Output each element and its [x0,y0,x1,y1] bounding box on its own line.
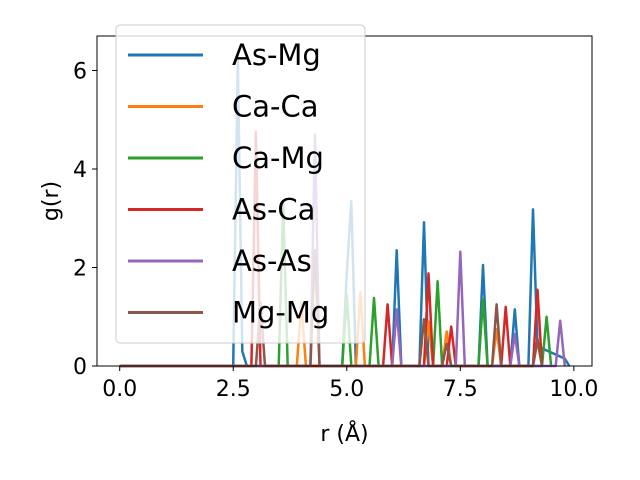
legend: As-Mg Ca-Ca Ca-Mg As-Ca As-As Mg-Mg [115,24,366,344]
y-ticks: 0 2 4 6 [73,59,97,380]
legend-label-2: Ca-Mg [232,141,324,175]
x-ticks: 0.0 2.5 5.0 7.5 10.0 [102,366,598,402]
x-tick-label: 2.5 [216,377,251,402]
legend-items: As-Mg Ca-Ca Ca-Mg As-Ca As-As Mg-Mg [128,38,329,330]
x-axis-label: r (Å) [320,420,368,447]
x-tick-label: 0.0 [102,377,137,402]
legend-label-1: Ca-Ca [232,90,319,124]
x-tick-label: 7.5 [443,377,478,402]
y-tick-label: 2 [73,256,87,281]
legend-box [115,24,366,344]
legend-label-5: Mg-Mg [232,296,329,330]
x-tick-label: 5.0 [329,377,364,402]
y-axis-label: g(r) [39,181,64,221]
x-tick-label: 10.0 [549,377,598,402]
y-tick-label: 4 [73,158,87,183]
legend-label-3: As-Ca [232,193,315,227]
y-tick-label: 0 [73,355,87,380]
legend-label-4: As-As [232,244,312,278]
legend-label-0: As-Mg [232,38,321,72]
y-tick-label: 6 [73,59,87,84]
